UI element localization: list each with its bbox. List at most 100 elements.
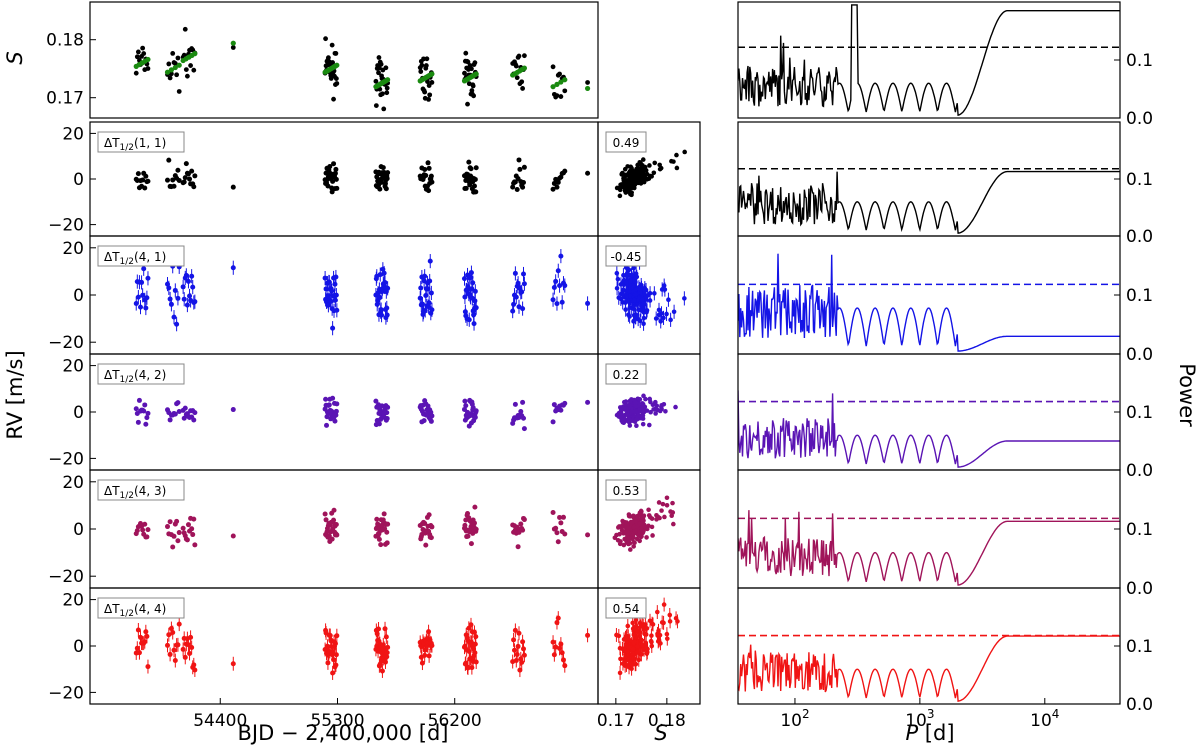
correlation-label: 0.49 bbox=[605, 131, 647, 153]
rv-point bbox=[184, 302, 190, 308]
rvs-point bbox=[650, 402, 656, 408]
rv-point bbox=[466, 159, 472, 165]
rvs-point bbox=[664, 502, 670, 508]
rv-point bbox=[385, 521, 391, 527]
rvs-point bbox=[636, 532, 641, 538]
rv-point bbox=[143, 421, 149, 427]
rvs-point bbox=[641, 174, 647, 180]
rv-point bbox=[190, 284, 196, 290]
rv-point bbox=[380, 165, 386, 171]
rv-point bbox=[518, 521, 524, 527]
rv-point bbox=[322, 511, 328, 517]
rv-point bbox=[517, 667, 523, 673]
rv-point bbox=[145, 664, 151, 670]
rv-point bbox=[425, 160, 431, 166]
s-point bbox=[230, 45, 236, 50]
rvs-point bbox=[649, 524, 655, 530]
rvs-point bbox=[639, 169, 645, 174]
s-point bbox=[465, 101, 470, 107]
rvs-point bbox=[652, 160, 658, 166]
rv-point bbox=[183, 161, 189, 167]
s-point bbox=[134, 54, 140, 60]
periodogram-line bbox=[738, 390, 1120, 468]
rv-point bbox=[558, 407, 564, 413]
rv-point bbox=[419, 660, 425, 666]
s-point bbox=[465, 59, 471, 65]
rv-point bbox=[473, 165, 479, 171]
rv-point bbox=[384, 410, 390, 416]
rvs-point bbox=[638, 508, 644, 514]
rvs-point bbox=[652, 291, 657, 296]
rv-ytick-label: 0 bbox=[73, 286, 84, 306]
rv-point bbox=[512, 179, 518, 185]
rvs-point bbox=[643, 640, 649, 646]
rv-point bbox=[550, 510, 556, 516]
s-point bbox=[133, 70, 139, 76]
s-point bbox=[331, 96, 336, 102]
rv-point bbox=[422, 652, 428, 658]
rv-point bbox=[333, 292, 339, 298]
rvs-point bbox=[614, 285, 620, 291]
rvs-point bbox=[661, 602, 667, 607]
s-point bbox=[418, 69, 424, 74]
rv-point bbox=[422, 520, 428, 526]
rv-point bbox=[471, 321, 477, 327]
rv-point bbox=[334, 532, 340, 538]
s-binned-point bbox=[554, 81, 560, 87]
s-point bbox=[380, 91, 385, 97]
rv-point bbox=[382, 526, 388, 532]
correlation-label: 0.22 bbox=[605, 363, 647, 385]
rvs-point bbox=[637, 159, 643, 165]
rv-point bbox=[176, 177, 182, 183]
rv-point bbox=[471, 183, 477, 189]
rv-point bbox=[165, 177, 171, 183]
s-point bbox=[174, 72, 180, 78]
rv-point bbox=[192, 299, 198, 305]
rv-point bbox=[167, 651, 173, 657]
s-time-frame bbox=[89, 1, 599, 119]
s-binned-point bbox=[584, 85, 591, 92]
rv-point bbox=[553, 525, 559, 531]
rv-point bbox=[172, 287, 178, 293]
rv-point bbox=[473, 526, 479, 532]
rv-point bbox=[333, 652, 339, 658]
rv-point bbox=[472, 641, 478, 647]
rv-point bbox=[230, 661, 236, 667]
rvs-point bbox=[641, 321, 646, 327]
s-ytick-label: 0.18 bbox=[46, 31, 84, 51]
rvs-point bbox=[631, 183, 637, 189]
rvs-point bbox=[657, 162, 662, 168]
rv-point bbox=[560, 514, 566, 520]
rv-point bbox=[521, 415, 527, 421]
s-point bbox=[422, 89, 428, 95]
rv-point bbox=[171, 533, 177, 539]
rv-point bbox=[134, 645, 140, 651]
s-point bbox=[184, 73, 190, 79]
rv-point bbox=[554, 184, 560, 190]
rv-point bbox=[189, 168, 195, 174]
s-point bbox=[175, 55, 181, 61]
rvs-point bbox=[624, 178, 629, 183]
row-label-text: ΔT1/2(4, 2) bbox=[104, 368, 166, 385]
rv-point bbox=[385, 170, 391, 176]
rv-point bbox=[325, 293, 331, 299]
rv-point bbox=[516, 630, 522, 636]
rvs-point bbox=[616, 633, 622, 639]
row-label-box bbox=[97, 245, 185, 267]
rv-ytick-label: 20 bbox=[62, 357, 84, 377]
s-binned-point bbox=[334, 62, 340, 68]
period-xtick-label: 102 bbox=[780, 707, 809, 731]
rv-point bbox=[512, 627, 518, 633]
rv-point bbox=[333, 274, 339, 280]
rv-point bbox=[334, 401, 340, 407]
s-binned-point bbox=[562, 77, 568, 83]
rvs-point bbox=[661, 401, 667, 407]
rv-point bbox=[333, 412, 339, 418]
correlation-label: -0.45 bbox=[605, 245, 647, 267]
rvs-point bbox=[668, 317, 673, 323]
s-point bbox=[520, 86, 526, 91]
rvs-point bbox=[634, 423, 639, 429]
rv-point bbox=[471, 520, 477, 526]
s-xtick-label: 0.18 bbox=[648, 711, 686, 731]
s-point bbox=[334, 81, 340, 86]
